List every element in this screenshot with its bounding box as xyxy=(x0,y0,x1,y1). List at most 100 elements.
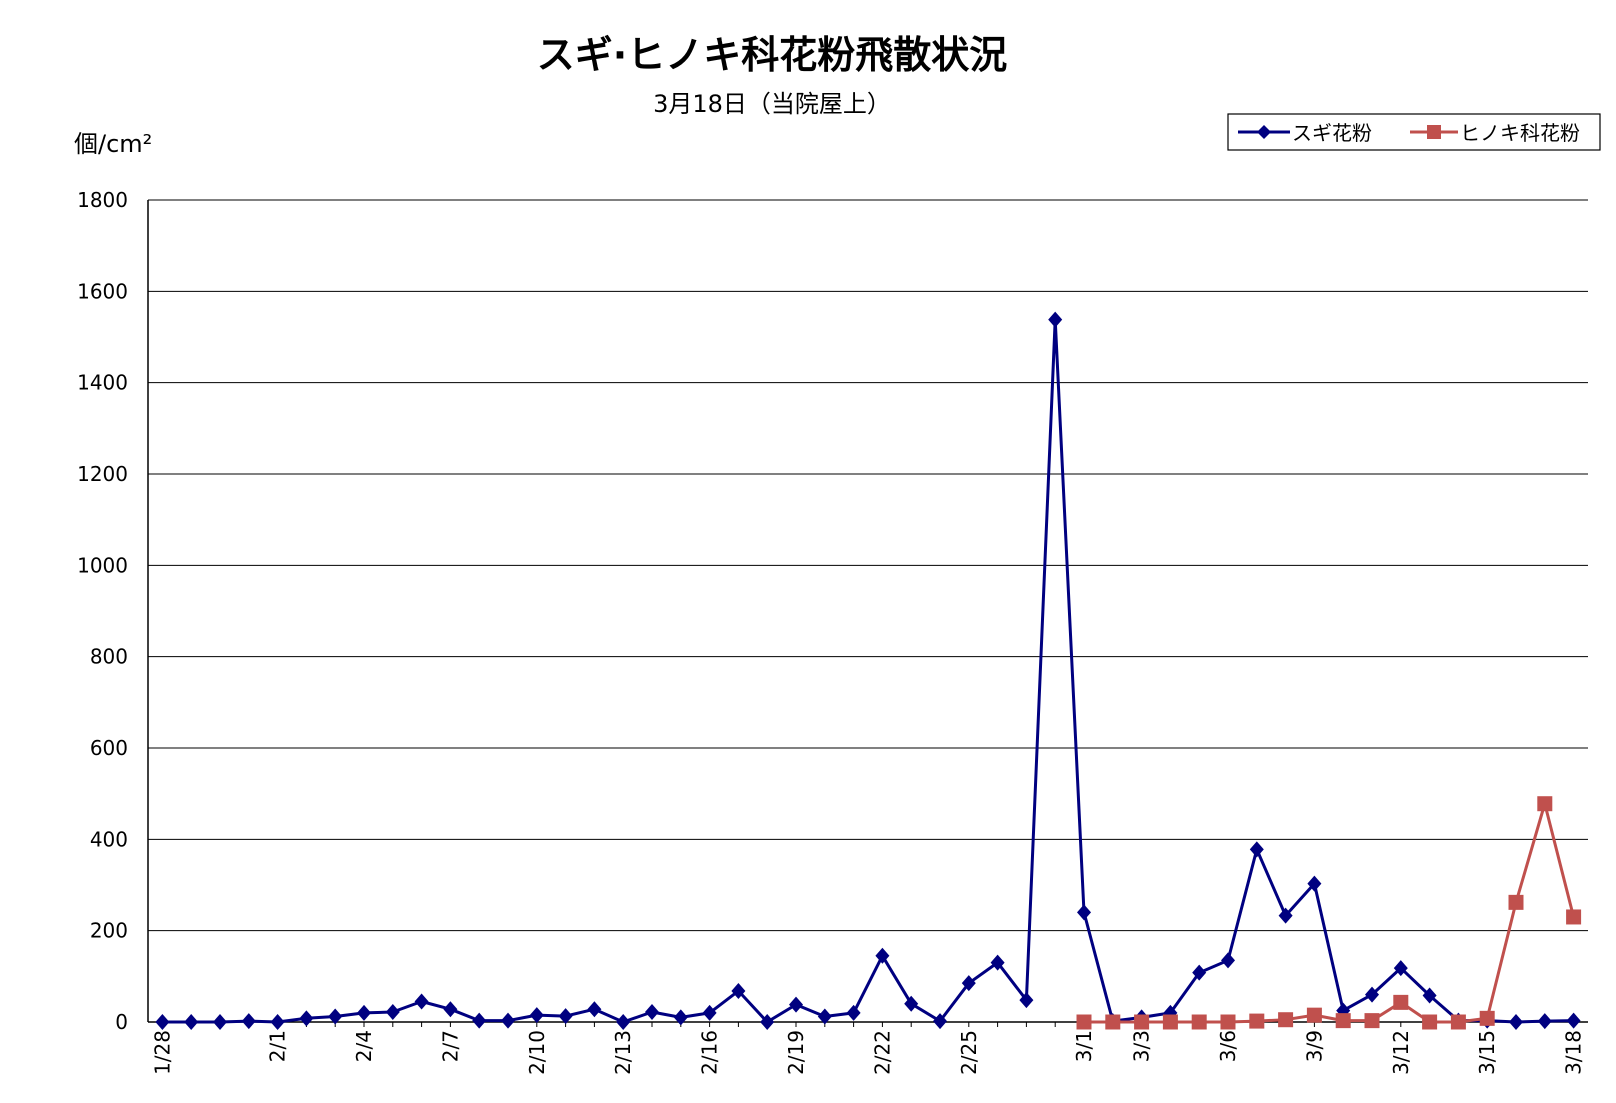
legend-label-hinoki: ヒノキ科花粉 xyxy=(1460,121,1580,145)
data-point-sugi xyxy=(385,1003,400,1020)
data-point-hinoki xyxy=(1335,1013,1351,1029)
data-point-sugi xyxy=(270,1014,285,1030)
data-point-sugi xyxy=(299,1010,314,1027)
data-point-hinoki xyxy=(1393,994,1409,1010)
data-point-sugi xyxy=(1278,907,1293,924)
data-point-hinoki xyxy=(1134,1014,1150,1030)
data-point-sugi xyxy=(673,1009,688,1026)
data-point-sugi xyxy=(1077,904,1091,921)
data-point-sugi xyxy=(443,1001,458,1018)
legend-marker-sugi xyxy=(1257,125,1271,139)
legend-marker-hinoki xyxy=(1427,125,1441,139)
x-tick-label: 3/3 xyxy=(1130,1030,1154,1062)
series-line-sugi xyxy=(162,318,1574,1024)
data-point-hinoki xyxy=(1364,1013,1380,1029)
data-point-hinoki xyxy=(1306,1007,1322,1023)
legend: スギ花粉 ヒノキ科花粉 xyxy=(1227,113,1601,151)
data-point-sugi xyxy=(184,1014,199,1030)
data-point-sugi xyxy=(1019,992,1034,1009)
data-point-hinoki xyxy=(1508,894,1524,910)
data-point-sugi xyxy=(1509,1014,1523,1030)
data-point-sugi xyxy=(645,1003,659,1020)
data-point-sugi xyxy=(241,1013,256,1030)
data-point-sugi xyxy=(328,1008,343,1025)
data-point-hinoki xyxy=(1220,1014,1236,1030)
y-tick-label: 1000 xyxy=(77,553,128,577)
data-point-sugi xyxy=(472,1012,487,1029)
data-point-sugi xyxy=(1566,1012,1581,1029)
data-point-sugi xyxy=(875,947,890,964)
data-point-sugi xyxy=(760,1014,775,1030)
data-point-sugi xyxy=(961,975,976,992)
data-point-hinoki xyxy=(1422,1014,1438,1030)
x-tick-label: 3/6 xyxy=(1216,1030,1240,1062)
x-tick-label: 2/1 xyxy=(266,1030,290,1062)
y-tick-label: 800 xyxy=(90,645,128,669)
data-point-sugi xyxy=(1221,952,1235,969)
x-tick-label: 3/15 xyxy=(1475,1030,1499,1075)
data-point-sugi xyxy=(616,1014,631,1030)
data-point-sugi xyxy=(1393,960,1408,977)
x-tick-label: 2/10 xyxy=(525,1030,549,1075)
x-tick-label: 2/19 xyxy=(784,1030,808,1075)
data-point-sugi xyxy=(1249,841,1264,858)
x-tick-label: 3/12 xyxy=(1389,1030,1413,1075)
data-point-sugi xyxy=(529,1007,544,1024)
data-point-hinoki xyxy=(1566,909,1582,925)
data-point-sugi xyxy=(817,1008,832,1025)
legend-label-sugi: スギ花粉 xyxy=(1292,121,1372,145)
data-point-sugi xyxy=(789,996,803,1013)
data-point-sugi xyxy=(155,1014,170,1030)
data-point-sugi xyxy=(904,995,919,1012)
data-point-sugi xyxy=(1422,987,1437,1004)
data-point-sugi xyxy=(990,954,1005,971)
data-point-sugi xyxy=(702,1004,717,1021)
x-tick-label: 2/25 xyxy=(957,1030,981,1075)
data-point-hinoki xyxy=(1537,796,1553,812)
data-point-hinoki xyxy=(1076,1014,1092,1030)
x-tick-label: 1/28 xyxy=(150,1030,174,1075)
data-point-hinoki xyxy=(1162,1014,1178,1030)
data-point-sugi xyxy=(213,1014,227,1030)
x-tick-label: 2/22 xyxy=(870,1030,894,1075)
y-tick-label: 1800 xyxy=(77,188,128,212)
series-line-hinoki xyxy=(1084,802,1576,1024)
y-tick-label: 1200 xyxy=(77,462,128,486)
data-point-hinoki xyxy=(1450,1014,1466,1030)
data-point-sugi xyxy=(501,1012,515,1029)
y-tick-label: 600 xyxy=(90,736,128,760)
x-tick-label: 2/4 xyxy=(352,1030,376,1062)
x-tick-label: 3/9 xyxy=(1302,1030,1326,1062)
data-point-sugi xyxy=(558,1008,573,1025)
chart-subtitle: 3月18日（当院屋上） xyxy=(653,90,891,118)
data-point-sugi xyxy=(933,1013,947,1030)
x-tick-label: 3/18 xyxy=(1562,1030,1586,1075)
data-point-sugi xyxy=(1537,1013,1552,1030)
y-tick-label: 0 xyxy=(115,1010,128,1034)
x-tick-label: 2/16 xyxy=(698,1030,722,1075)
data-point-sugi xyxy=(1192,964,1207,981)
data-point-sugi xyxy=(357,1004,371,1021)
data-point-sugi xyxy=(846,1004,861,1021)
x-tick-label: 2/13 xyxy=(611,1030,635,1075)
data-point-sugi xyxy=(1048,311,1063,328)
y-axis-label: 個/cm² xyxy=(74,130,152,158)
y-tick-label: 400 xyxy=(90,827,128,851)
data-point-hinoki xyxy=(1479,1010,1495,1026)
x-tick-label: 2/7 xyxy=(438,1030,462,1062)
y-tick-label: 1600 xyxy=(77,279,128,303)
x-tick-label: 3/1 xyxy=(1072,1030,1096,1062)
y-tick-label: 1400 xyxy=(77,371,128,395)
data-point-sugi xyxy=(587,1001,602,1018)
data-point-hinoki xyxy=(1105,1014,1121,1030)
data-point-hinoki xyxy=(1278,1012,1294,1028)
plot-area: 0 200 400 600 800 1000 1200 1400 1600 1800 1/28 2/1… xyxy=(77,188,1588,1075)
data-point-sugi xyxy=(414,993,429,1010)
chart-title: スギ·ヒノキ科花粉飛散状況 xyxy=(537,33,1007,77)
data-point-hinoki xyxy=(1191,1014,1207,1030)
data-point-hinoki xyxy=(1249,1013,1265,1029)
y-tick-label: 200 xyxy=(90,919,128,943)
data-point-sugi xyxy=(1307,875,1322,892)
data-point-sugi xyxy=(731,982,746,999)
